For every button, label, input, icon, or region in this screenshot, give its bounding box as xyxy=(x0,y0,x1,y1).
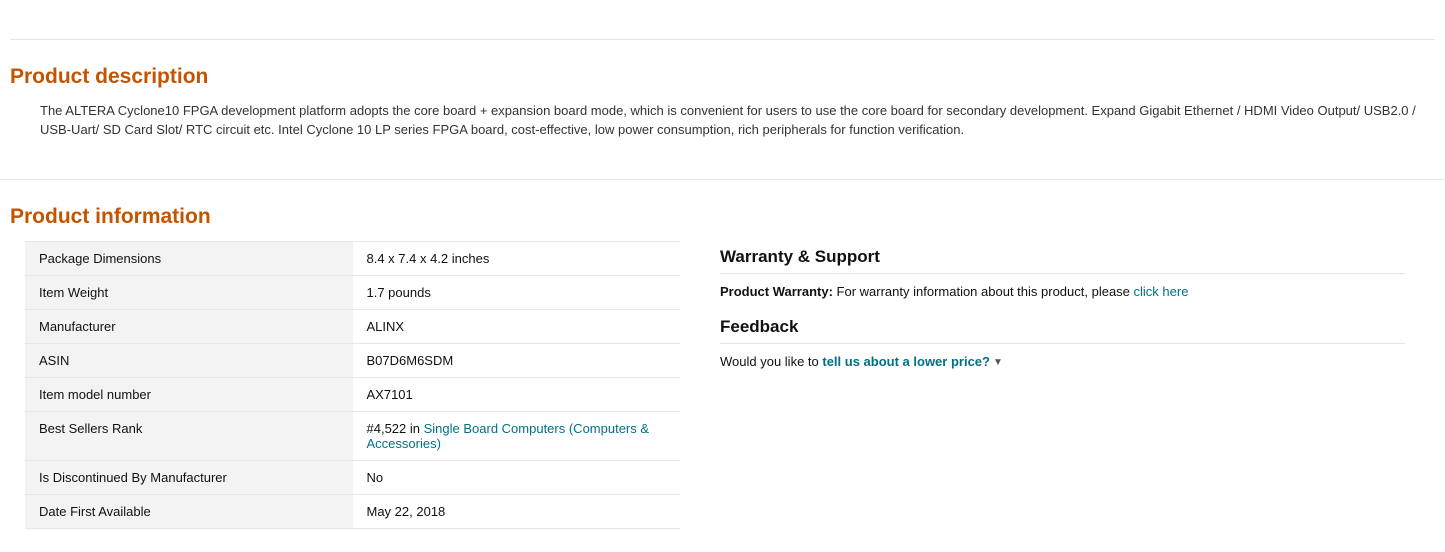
spec-value: No xyxy=(353,461,681,495)
table-row: Item model numberAX7101 xyxy=(25,378,680,412)
feedback-prompt: Would you like to xyxy=(720,354,822,369)
rank-category-link[interactable]: Single Board Computers (Computers & Acce… xyxy=(367,421,650,451)
product-description-heading: Product description xyxy=(10,65,1435,89)
spec-value: May 22, 2018 xyxy=(353,495,681,529)
spec-label: Is Discontinued By Manufacturer xyxy=(25,461,353,495)
warranty-text: Product Warranty: For warranty informati… xyxy=(720,284,1405,299)
table-row: Best Sellers Rank#4,522 in Single Board … xyxy=(25,412,680,461)
product-information-heading: Product information xyxy=(10,205,1435,229)
table-row: Date First AvailableMay 22, 2018 xyxy=(25,495,680,529)
table-row: Is Discontinued By ManufacturerNo xyxy=(25,461,680,495)
spec-value: ALINX xyxy=(353,310,681,344)
table-row: ASINB07D6M6SDM xyxy=(25,344,680,378)
spec-label: Date First Available xyxy=(25,495,353,529)
warranty-body: For warranty information about this prod… xyxy=(833,284,1134,299)
spec-label: Item Weight xyxy=(25,276,353,310)
chevron-down-icon[interactable]: ▼ xyxy=(993,357,1003,368)
spec-value: #4,522 in Single Board Computers (Comput… xyxy=(353,412,681,461)
product-description-body: The ALTERA Cyclone10 FPGA development pl… xyxy=(40,101,1435,139)
spec-value: 8.4 x 7.4 x 4.2 inches xyxy=(353,242,681,276)
top-divider xyxy=(10,0,1435,40)
spec-value: 1.7 pounds xyxy=(353,276,681,310)
warranty-link[interactable]: click here xyxy=(1134,284,1189,299)
feedback-text: Would you like to tell us about a lower … xyxy=(720,354,1405,369)
spec-label: Package Dimensions xyxy=(25,242,353,276)
feedback-link[interactable]: tell us about a lower price? xyxy=(822,354,990,369)
warranty-heading: Warranty & Support xyxy=(720,247,1405,274)
spec-label: Item model number xyxy=(25,378,353,412)
table-row: Package Dimensions8.4 x 7.4 x 4.2 inches xyxy=(25,242,680,276)
table-row: ManufacturerALINX xyxy=(25,310,680,344)
section-divider xyxy=(0,179,1445,180)
table-row: Item Weight1.7 pounds xyxy=(25,276,680,310)
product-spec-table: Package Dimensions8.4 x 7.4 x 4.2 inches… xyxy=(25,241,680,529)
spec-label: Manufacturer xyxy=(25,310,353,344)
spec-value: B07D6M6SDM xyxy=(353,344,681,378)
spec-label: Best Sellers Rank xyxy=(25,412,353,461)
spec-value: AX7101 xyxy=(353,378,681,412)
feedback-heading: Feedback xyxy=(720,317,1405,344)
spec-label: ASIN xyxy=(25,344,353,378)
warranty-label: Product Warranty: xyxy=(720,284,833,299)
